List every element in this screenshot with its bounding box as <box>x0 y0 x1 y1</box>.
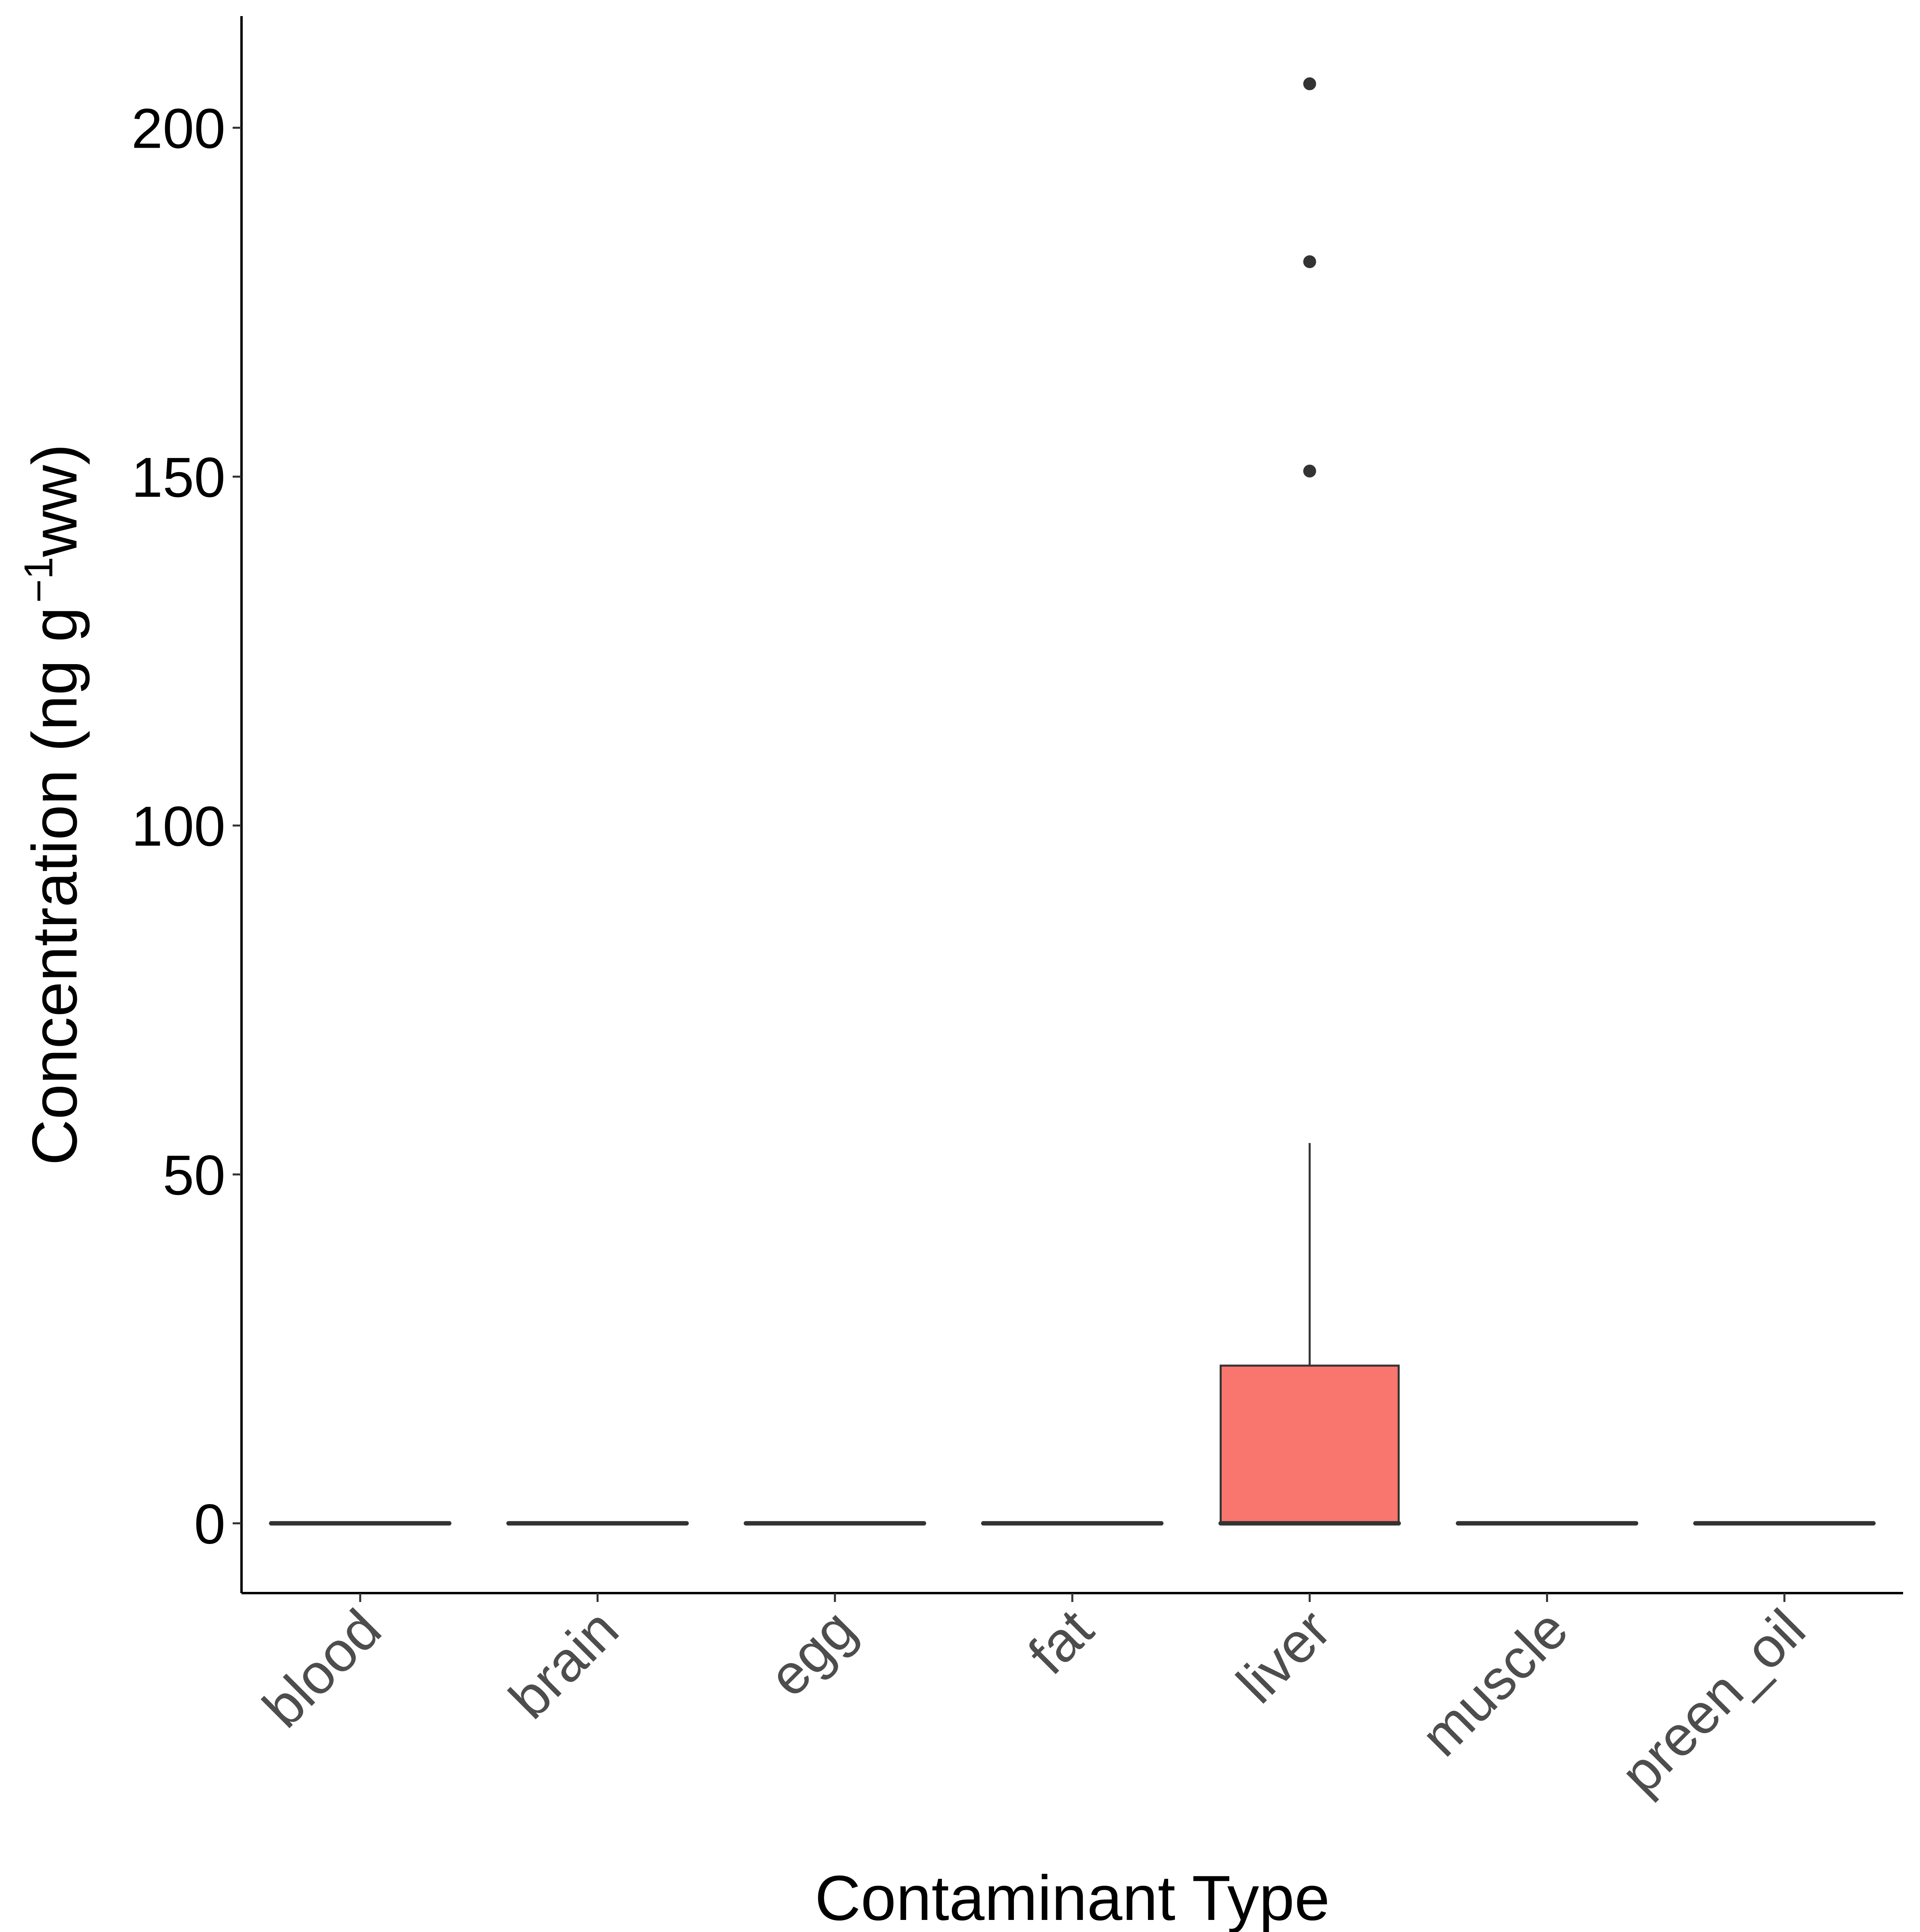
x-tick-label: brain <box>497 1597 630 1730</box>
box-body <box>1220 1364 1400 1525</box>
outlier-point <box>1303 77 1316 91</box>
box-liver <box>1218 1143 1401 1526</box>
y-axis-title: Concentration (ng g−1ww) <box>16 444 90 1166</box>
x-axis-title: Contaminant Type <box>815 1863 1330 1932</box>
outlier-point <box>1303 464 1316 478</box>
y-tick-label: 0 <box>194 1492 225 1556</box>
outliers <box>1303 77 1316 478</box>
y-tick-label: 150 <box>131 446 225 509</box>
y-axis-title-superscript: −1 <box>16 557 61 603</box>
x-tick-label: preen_oil <box>1608 1597 1817 1806</box>
y-tick-label: 100 <box>131 795 225 858</box>
x-tick-label: muscle <box>1409 1597 1580 1768</box>
x-tick-label: blood <box>251 1597 393 1739</box>
x-tick-label: liver <box>1224 1597 1342 1715</box>
x-tick-label: fat <box>1016 1597 1105 1686</box>
x-axis-ticks: blood brain egg fat liver muscle preen_oil <box>251 1593 1817 1806</box>
y-axis-ticks: 0 50 100 150 200 <box>131 97 242 1556</box>
boxes <box>269 1143 1876 1526</box>
y-tick-label: 200 <box>131 97 225 160</box>
axes <box>240 16 1903 1594</box>
y-axis-title-suffix: ww) <box>19 444 90 557</box>
y-axis-title-prefix: Concentration (ng g <box>19 607 90 1166</box>
outlier-point <box>1303 255 1316 268</box>
y-tick-label: 50 <box>163 1144 225 1207</box>
x-tick-label: egg <box>756 1597 867 1708</box>
